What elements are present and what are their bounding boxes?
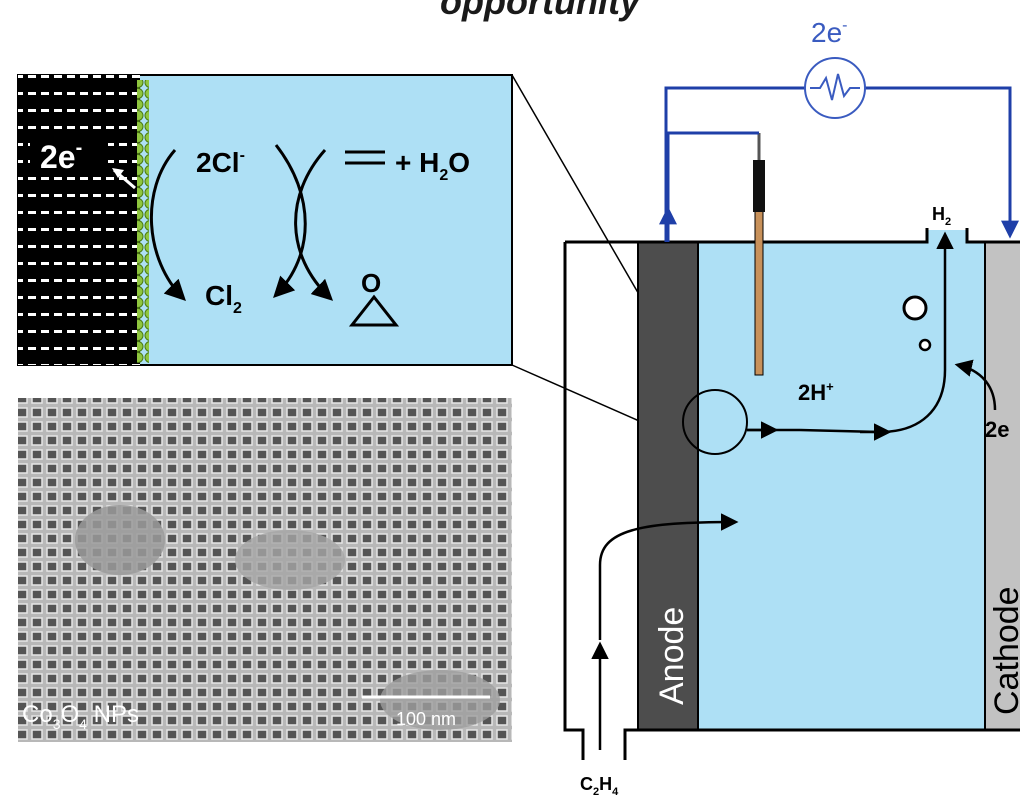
text: 2e <box>40 139 76 175</box>
reference-electrode <box>755 210 763 375</box>
nanoparticles <box>137 80 149 363</box>
bubble <box>904 297 926 319</box>
wire <box>668 133 759 210</box>
subscript: 2 <box>439 167 448 184</box>
epoxide-oxygen: O <box>361 268 381 298</box>
cell: Anode Cathode H2 2H+ 2e C2H4 <box>565 133 1020 798</box>
text: Co <box>22 701 53 728</box>
subscript: 2 <box>945 216 951 228</box>
bubble <box>920 340 930 350</box>
cathode-label: Cathode <box>988 586 1020 715</box>
text: 2H <box>798 380 826 405</box>
chloride: 2Cl- <box>196 147 245 178</box>
text: 2e <box>811 17 842 48</box>
subscript: 2 <box>233 300 242 317</box>
electrons-cut: 2e <box>985 417 1009 442</box>
circuit-label: 2e- <box>811 17 847 48</box>
superscript: - <box>240 147 245 164</box>
lattice <box>18 75 140 365</box>
text: + H <box>395 147 439 178</box>
scale-bar-label: 100 nm <box>396 709 456 729</box>
inset: 2e- 2Cl- + H2O Cl2 O <box>18 75 512 365</box>
superscript: - <box>76 137 83 159</box>
subscript: 4 <box>612 786 619 798</box>
text: Cl <box>205 280 233 311</box>
text: H <box>599 774 612 794</box>
text: 2Cl <box>196 147 240 178</box>
subscript: 3 <box>53 716 61 732</box>
tem-image: Co3O4 NPs 100 nm <box>18 398 512 742</box>
gas-outlet <box>927 230 967 244</box>
superscript: - <box>842 17 847 34</box>
electrode-cap <box>753 160 765 212</box>
anode-label: Anode <box>653 607 691 705</box>
text: NPs <box>87 701 139 728</box>
text: O <box>448 147 470 178</box>
diagram: opportunity 2e- 2Cl- + H2O Cl2 O Co3O4 N… <box>0 0 1020 804</box>
tem-void <box>235 530 345 590</box>
subscript: 4 <box>79 716 87 732</box>
superscript: + <box>826 379 834 394</box>
text: C <box>580 774 593 794</box>
hydrogen: H2 <box>932 204 951 228</box>
tem-void <box>75 505 165 575</box>
text: O <box>60 701 79 728</box>
circuit: 2e- <box>666 17 1010 242</box>
ethylene: C2H4 <box>580 774 619 798</box>
text: H <box>932 204 945 224</box>
title: opportunity <box>440 0 642 22</box>
